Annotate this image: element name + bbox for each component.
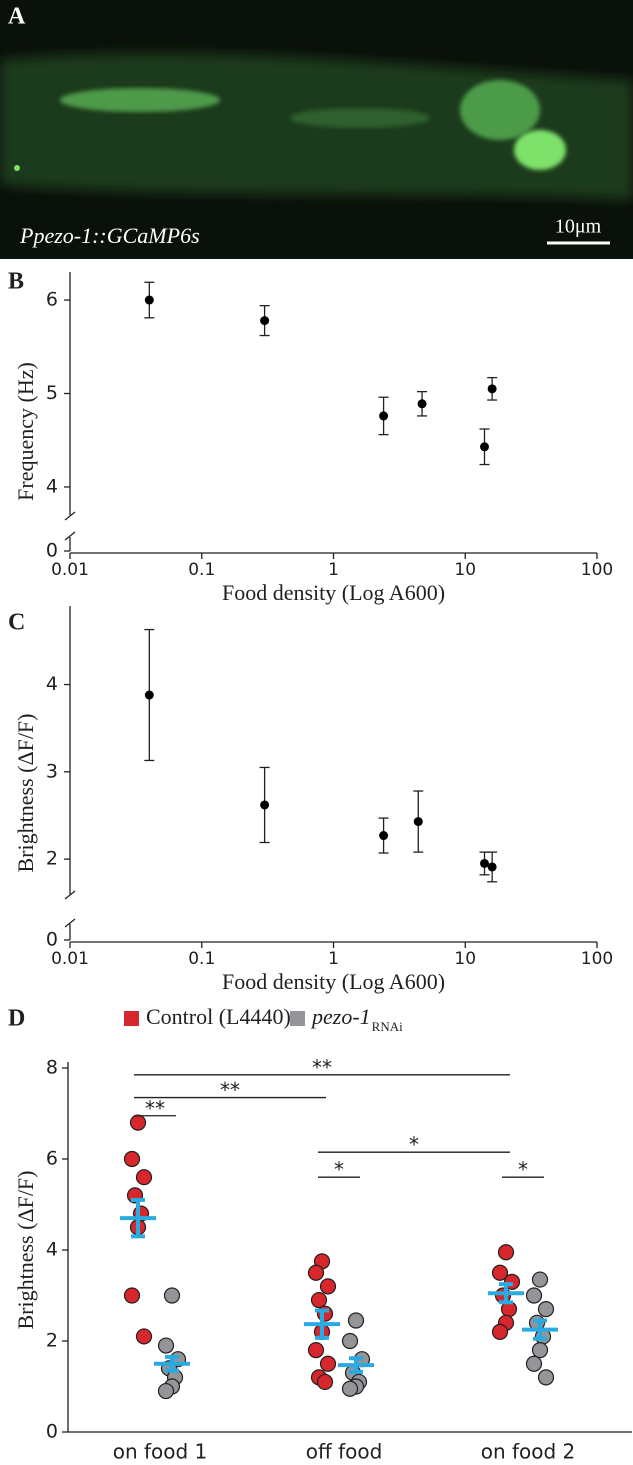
x-tick-label: on food 2 [481,1440,576,1464]
axis-break [64,918,76,928]
panel-label: B [8,269,24,295]
panel-label: C [8,610,25,636]
point [417,399,427,409]
significance-label: * [409,1133,419,1157]
dot [135,1328,153,1345]
dot [157,1382,175,1400]
dot [531,1271,549,1288]
dot [123,1287,141,1304]
y-tick-label: 6 [46,289,58,311]
dot [123,1150,141,1168]
dot [347,1312,365,1329]
significance-label: ** [220,1078,240,1102]
significance-label: * [334,1158,344,1182]
y-tick-label: 0 [46,1421,58,1443]
y-axis-label: Brightness (ΔF/F) [13,714,38,873]
x-axis-label: Food density (Log A600) [222,580,445,605]
dot [341,1380,359,1397]
x-tick-label: 100 [581,949,613,969]
y-axis-label: Frequency (Hz) [13,362,38,501]
dot [319,1355,337,1372]
x-tick-label: 0.01 [51,949,89,969]
point [413,817,423,827]
x-tick-label: 100 [581,560,613,580]
panel-label: D [8,1006,25,1032]
y-tick-label: 6 [46,1148,58,1170]
point [487,384,497,394]
dot [157,1337,175,1354]
point [260,316,270,326]
y-axis-label: Brightness (ΔF/F) [13,1171,38,1330]
point [144,295,154,305]
point [379,831,389,841]
axis-break [64,531,76,541]
scale-bar-label: 10μm [555,216,602,238]
point [260,800,270,810]
legend-label: Control (L4440) [146,1004,291,1029]
axis-break [64,890,76,900]
y-tick-label: 2 [46,1330,58,1352]
micrograph [0,0,633,259]
y-tick-label: 4 [46,673,58,695]
x-tick-label: 0.1 [188,949,215,969]
x-tick-label: 0.01 [51,560,89,580]
dot [310,1291,328,1309]
y-tick-label: 0 [46,929,58,951]
point [144,690,154,700]
dot [497,1244,515,1261]
dot [135,1169,153,1186]
dot [316,1373,334,1391]
y-tick-label: 0 [46,540,58,562]
dot [319,1278,337,1295]
y-tick-label: 4 [46,475,58,497]
x-tick-label: 1 [328,560,339,580]
dot [307,1264,325,1281]
point [379,411,389,421]
x-tick-label: off food [306,1440,383,1464]
x-tick-label: 0.1 [188,560,215,580]
dot [491,1323,509,1341]
y-tick-label: 5 [46,382,58,404]
dot [531,1341,549,1359]
x-tick-label: on food 1 [113,1440,208,1464]
y-tick-label: 4 [46,1239,58,1261]
dot [129,1114,147,1131]
panel-label: A [8,4,26,30]
point [487,862,497,872]
x-tick-label: 1 [328,949,339,969]
x-tick-label: 10 [454,949,476,969]
x-tick-label: 10 [454,560,476,580]
point [480,442,490,452]
legend-label: pezo-1 [310,1004,371,1029]
significance-label: * [518,1158,528,1182]
dot [163,1287,181,1304]
dot [537,1301,555,1318]
dot [307,1341,325,1359]
caption: Ppezo-1::GCaMP6s [19,223,200,248]
legend-swatch [290,1011,305,1026]
dot [491,1264,509,1281]
significance-label: ** [312,1055,332,1079]
y-tick-label: 3 [46,760,58,782]
dot [537,1369,555,1386]
dot [316,1305,334,1322]
point [480,858,490,868]
x-axis-label: Food density (Log A600) [222,969,445,994]
dot [341,1332,359,1350]
significance-label: ** [145,1096,165,1120]
axis-break [64,511,76,521]
dot [525,1355,543,1372]
dot [525,1287,543,1304]
y-tick-label: 8 [46,1057,58,1079]
legend-subscript: RNAi [372,1019,403,1034]
y-tick-label: 2 [46,848,58,870]
legend-swatch [124,1011,139,1026]
